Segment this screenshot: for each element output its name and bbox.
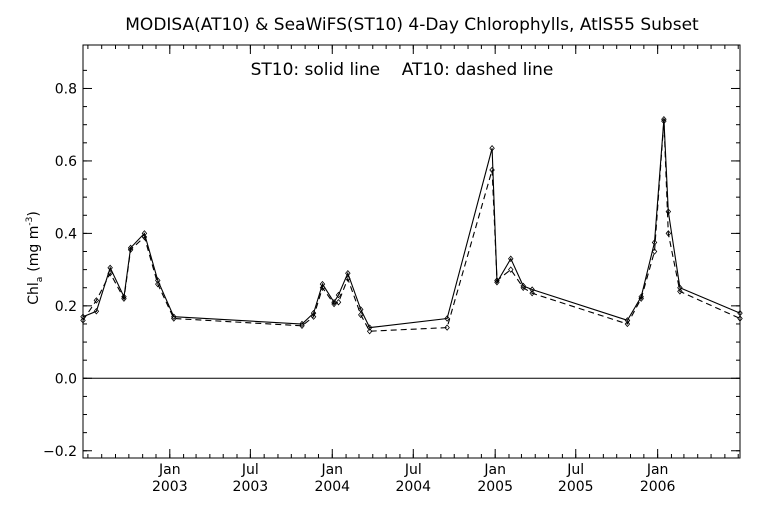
data-point-st10 [335, 291, 342, 299]
data-point-at10 [624, 320, 631, 328]
plot-frame [82, 44, 741, 459]
data-point-at10 [345, 275, 351, 282]
x-tick-month-label: Jan [320, 462, 343, 478]
data-point-at10 [121, 295, 127, 302]
data-point-at10 [155, 280, 161, 288]
y-axis-label-base: Chl [26, 282, 42, 305]
data-point-at10 [310, 313, 317, 320]
data-point-at10 [665, 230, 672, 237]
data-point-st10 [366, 324, 373, 331]
data-point-at10 [366, 327, 373, 335]
data-point-at10 [171, 315, 177, 322]
x-tick-year-label: 2003 [152, 479, 188, 495]
y-tick-label: 0.2 [55, 299, 77, 315]
y-axis-label: Chla (mg m-3) [25, 211, 45, 305]
data-point-at10 [93, 297, 100, 304]
data-point-at10 [677, 288, 683, 295]
series-layer [80, 116, 743, 335]
y-axis-label-close: ) [26, 211, 42, 216]
series-annotation: ST10: solid line AT10: dashed line [251, 60, 554, 80]
x-tick-year-label: 2003 [233, 479, 269, 495]
data-point-st10 [319, 280, 326, 288]
data-point-st10 [93, 308, 100, 315]
data-point-at10 [529, 289, 535, 297]
data-point-at10 [520, 284, 526, 291]
y-axis-label-superscript: -3 [25, 217, 35, 226]
data-point-at10 [508, 266, 514, 273]
y-axis-label-subscript: a [35, 277, 45, 283]
data-point-st10 [665, 208, 672, 215]
data-point-st10 [508, 255, 514, 262]
y-axis-ticks: −0.2 0.0 0.2 0.4 0.6 0.8 [43, 69, 740, 460]
data-point-st10 [638, 293, 644, 301]
data-point-at10 [638, 295, 644, 302]
x-axis-ticks: Jan2003Jul2003Jan2004Jul2004Jan2005Jul20… [87, 45, 739, 495]
x-tick-year-label: 2004 [314, 479, 350, 495]
data-point-at10 [127, 246, 134, 253]
data-point-st10 [444, 315, 450, 322]
y-axis-label-units: (mg m [26, 226, 42, 272]
data-point-st10 [141, 230, 148, 237]
x-tick-month-label: Jul [404, 462, 422, 478]
x-tick-month-label: Jan [158, 462, 181, 478]
data-point-st10 [520, 282, 526, 290]
x-tick-month-label: Jul [241, 462, 259, 478]
series-line-st10 [82, 119, 741, 329]
data-point-at10 [107, 270, 113, 277]
x-tick-month-label: Jan [483, 462, 506, 478]
x-tick-year-label: 2006 [640, 479, 676, 495]
data-point-at10 [141, 233, 148, 241]
data-point-at10 [661, 117, 667, 125]
data-point-st10 [529, 286, 535, 293]
x-tick-month-label: Jul [566, 462, 584, 478]
x-tick-year-label: 2005 [477, 479, 513, 495]
data-point-at10 [335, 298, 342, 306]
series-line-at10 [82, 121, 741, 332]
data-point-st10 [331, 298, 337, 306]
data-point-at10 [651, 248, 658, 255]
y-tick-label: 0.8 [55, 81, 77, 97]
x-tick-year-label: 2005 [558, 479, 594, 495]
data-point-at10 [494, 277, 500, 284]
data-point-at10 [489, 166, 495, 174]
data-point-at10 [444, 324, 450, 331]
data-point-at10 [319, 284, 326, 291]
data-point-st10 [489, 145, 495, 152]
y-tick-label: 0.6 [55, 154, 77, 170]
data-point-st10 [299, 320, 305, 328]
data-point-at10 [358, 311, 364, 319]
y-tick-label: 0.4 [55, 226, 77, 242]
data-point-at10 [331, 300, 337, 308]
data-point-at10 [299, 322, 305, 329]
x-tick-year-label: 2004 [395, 479, 431, 495]
x-tick-month-label: Jan [646, 462, 669, 478]
y-tick-label: −0.2 [43, 444, 77, 460]
chart-title: MODISA(AT10) & SeaWiFS(ST10) 4-Day Chlor… [125, 15, 699, 35]
y-tick-label: 0.0 [55, 371, 77, 387]
